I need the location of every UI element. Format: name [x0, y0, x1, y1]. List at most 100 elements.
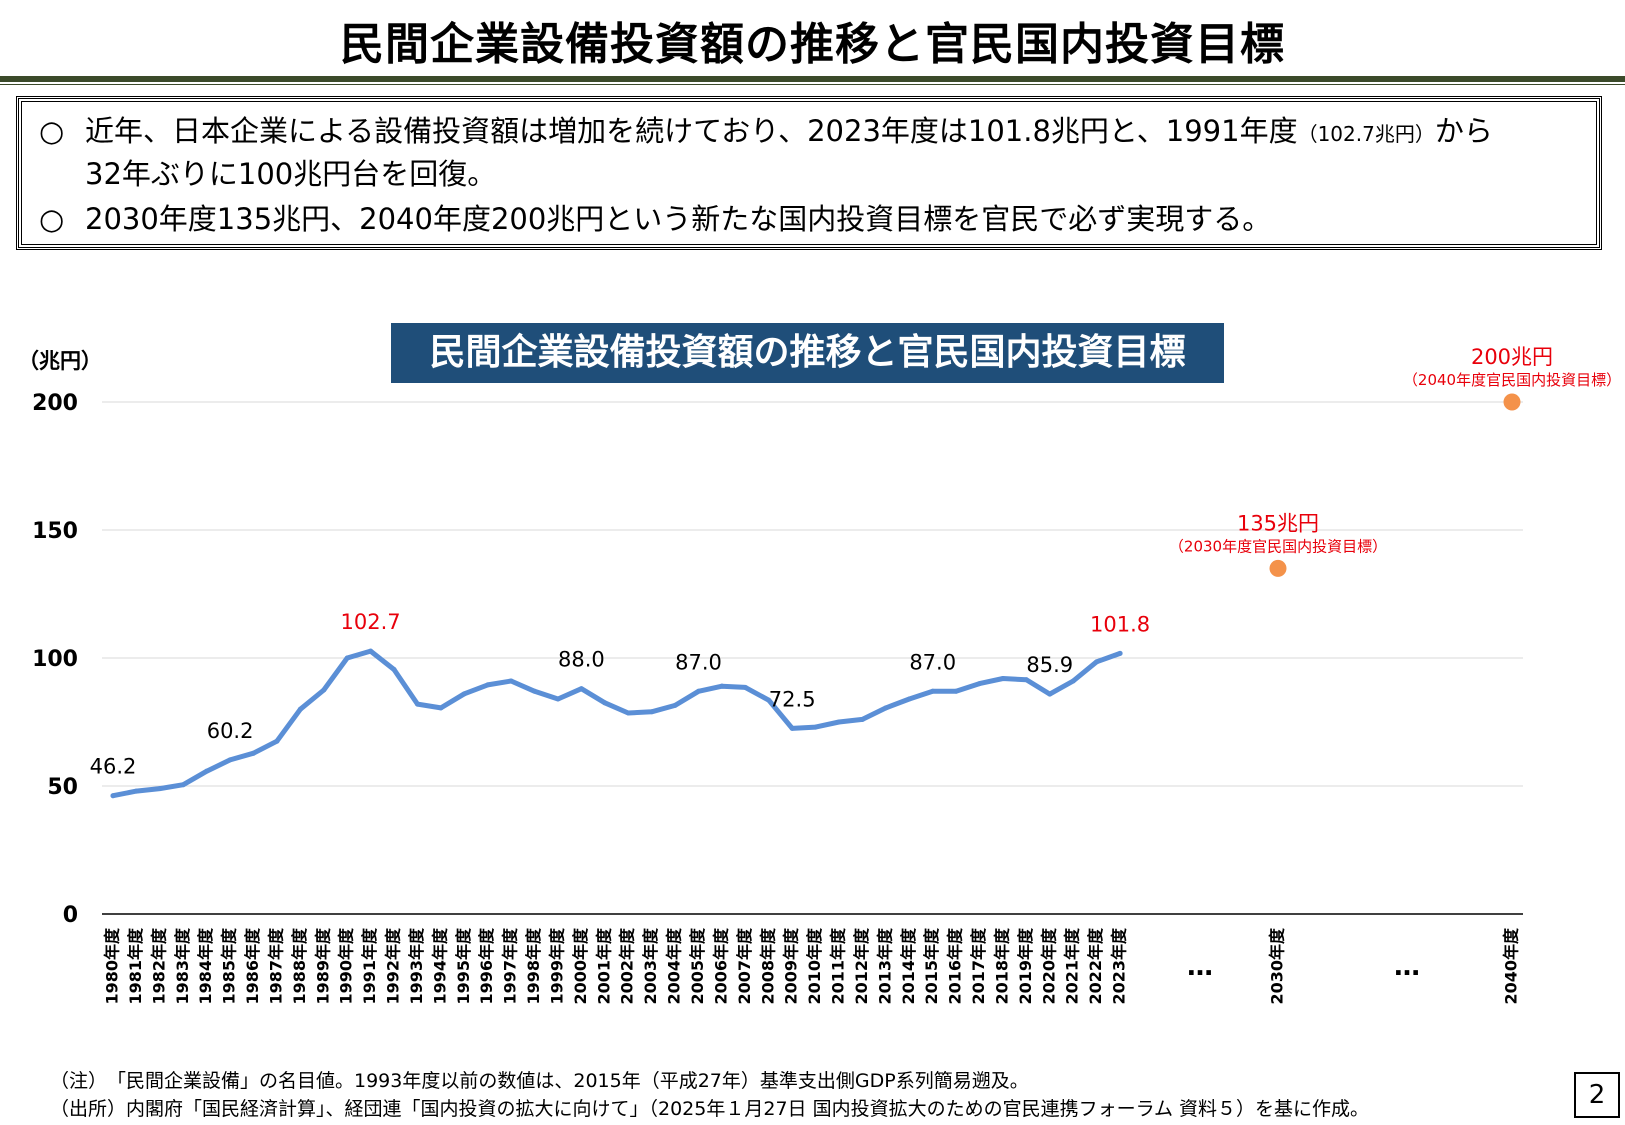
data-point [930, 688, 936, 694]
x-tick-label: 2018年度 [992, 927, 1011, 1005]
data-point [461, 691, 467, 697]
title-rule-thin [0, 84, 1625, 85]
x-tick-label: 1987年度 [266, 927, 285, 1005]
data-point [1000, 675, 1006, 681]
data-point [204, 768, 210, 774]
footnote-note: （注） 「民間企業設備」の名目値。1993年度以前の数値は、2015年（平成27… [50, 1070, 1029, 1092]
data-point [883, 705, 889, 711]
x-tick-label: 2004年度 [665, 927, 684, 1005]
target-point [1269, 559, 1287, 577]
x-tick-label: 1999年度 [547, 927, 566, 1005]
x-tick-label: 1990年度 [337, 927, 356, 1005]
data-point [508, 678, 514, 684]
x-tick-label: 1991年度 [360, 927, 379, 1005]
summary-bullet-2: ○ 2030年度135兆円、2040年度200兆円という新たな国内投資目標を官民… [39, 199, 1599, 239]
x-tick-label: 2023年度 [1110, 927, 1129, 1005]
data-point [1117, 650, 1123, 656]
x-tick-label: 1998年度 [524, 927, 543, 1005]
x-tick-label: 2017年度 [969, 927, 988, 1005]
target-point [1503, 393, 1521, 411]
y-tick-label: 50 [47, 775, 78, 800]
data-point [321, 687, 327, 693]
footnotes: （注） 「民間企業設備」の名目値。1993年度以前の数値は、2015年（平成27… [50, 1067, 1369, 1123]
data-point [532, 688, 538, 694]
data-point [578, 686, 584, 692]
x-tick-label: 2012年度 [852, 927, 871, 1005]
data-point [1047, 691, 1053, 697]
data-point [813, 724, 819, 730]
data-point [789, 725, 795, 731]
y-tick-label: 200 [32, 391, 78, 416]
data-point [391, 667, 397, 673]
summary-box: ○ 近年、日本企業による設備投資額は増加を続けており、2023年度は101.8兆… [16, 96, 1602, 250]
data-point [602, 700, 608, 706]
bullet1-end: から [1434, 114, 1493, 148]
page-number: 2 [1574, 1072, 1620, 1118]
x-tick-label: 1989年度 [313, 927, 332, 1005]
data-point [438, 705, 444, 711]
data-label: 85.9 [1026, 653, 1073, 677]
data-point [766, 697, 772, 703]
data-point [274, 738, 280, 744]
x-tick-label: 1993年度 [407, 927, 426, 1005]
target-sublabel: （2030年度官民国内投資目標） [1169, 537, 1387, 555]
x-tick-label: 2002年度 [618, 927, 637, 1005]
bullet2-text: 2030年度135兆円、2040年度200兆円という新たな国内投資目標を官民で必… [85, 202, 1272, 236]
data-point [133, 788, 139, 794]
bullet1-main: 近年、日本企業による設備投資額は増加を続けており、2023年度は101.8兆円と… [85, 114, 1298, 148]
x-tick-label-target: 2030年度 [1268, 927, 1287, 1005]
x-tick-label: 2003年度 [641, 927, 660, 1005]
data-label: 101.8 [1090, 612, 1150, 636]
title-rule [0, 76, 1625, 82]
data-point [859, 716, 865, 722]
x-tick-label: 1995年度 [454, 927, 473, 1005]
x-tick-label: 2000年度 [571, 927, 590, 1005]
bullet-mark: ○ [39, 202, 65, 236]
x-tick-label: 2022年度 [1086, 927, 1105, 1005]
data-label: 87.0 [909, 650, 956, 674]
x-tick-label: 1986年度 [243, 927, 262, 1005]
y-tick-label: 150 [32, 519, 78, 544]
investment-series-line [110, 648, 1123, 799]
data-point [836, 719, 842, 725]
x-tick-label: 2009年度 [782, 927, 801, 1005]
data-point [906, 696, 912, 702]
gap-marker: … [1394, 952, 1420, 982]
data-point [1023, 677, 1029, 683]
x-tick-label: 1992年度 [384, 927, 403, 1005]
x-tick-label: 1985年度 [220, 927, 239, 1005]
x-tick-label: 2020年度 [1039, 927, 1058, 1005]
data-label: 46.2 [90, 755, 137, 779]
data-point [696, 688, 701, 694]
data-point [742, 684, 748, 690]
y-tick-label: 100 [32, 647, 78, 672]
x-tick-label: 2016年度 [946, 927, 965, 1005]
data-point [1070, 678, 1076, 684]
y-axis-label: （兆円） [18, 349, 102, 373]
x-tick-label: 1982年度 [149, 927, 168, 1005]
chart-title: 民間企業設備投資額の推移と官民国内投資目標 [391, 323, 1224, 383]
summary-bullet-1: ○ 近年、日本企業による設備投資額は増加を続けており、2023年度は101.8兆… [39, 111, 1599, 194]
x-tick-label: 2021年度 [1063, 927, 1082, 1005]
x-tick-label: 1988年度 [290, 927, 309, 1005]
bullet1-line2: 32年ぶりに100兆円台を回復。 [85, 157, 497, 191]
x-tick-label-target: 2040年度 [1502, 927, 1521, 1005]
x-tick-label: 2014年度 [899, 927, 918, 1005]
investment-chart: （兆円） 0 50 100 150 200 1980年度 1981年度 1982年度 1983年度… [18, 345, 1621, 1005]
data-point [977, 681, 983, 687]
data-label: 60.2 [207, 719, 254, 743]
x-tick-label: 2008年度 [758, 927, 777, 1005]
data-point [344, 655, 350, 661]
data-point [672, 702, 678, 708]
footnote-source: （出所）内閣府「国民経済計算」、経団連「国内投資の拡大に向けて」（2025年１月… [50, 1098, 1370, 1120]
x-tick-label: 2006年度 [711, 927, 730, 1005]
x-tick-label: 2013年度 [875, 927, 894, 1005]
data-point [1094, 659, 1100, 665]
x-tick-label: 2007年度 [735, 927, 754, 1005]
x-tick-label: 2015年度 [922, 927, 941, 1005]
x-tick-label: 1984年度 [196, 927, 215, 1005]
data-label: 102.7 [341, 610, 401, 634]
data-point [649, 709, 655, 715]
y-tick-label: 0 [63, 903, 78, 928]
x-tick-label: 1980年度 [103, 927, 122, 1005]
